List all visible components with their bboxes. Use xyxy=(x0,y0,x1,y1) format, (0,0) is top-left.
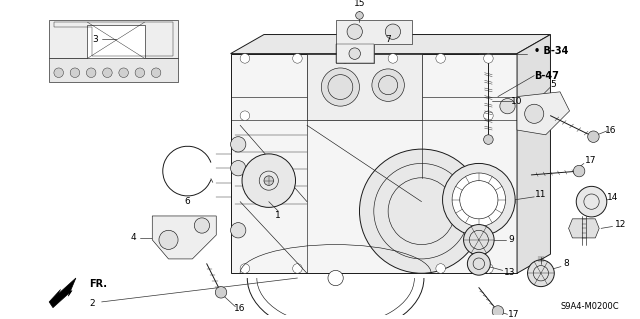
Text: 12: 12 xyxy=(614,220,626,229)
Polygon shape xyxy=(335,20,412,63)
Circle shape xyxy=(240,264,250,273)
Circle shape xyxy=(436,54,445,63)
Text: B-47: B-47 xyxy=(534,70,559,81)
Circle shape xyxy=(102,68,112,78)
Circle shape xyxy=(500,99,515,114)
Text: 13: 13 xyxy=(504,268,515,277)
Circle shape xyxy=(264,176,273,185)
Text: 17: 17 xyxy=(508,310,520,319)
Circle shape xyxy=(484,54,493,63)
Polygon shape xyxy=(517,34,550,273)
Circle shape xyxy=(119,68,129,78)
Circle shape xyxy=(349,48,360,59)
Circle shape xyxy=(484,111,493,121)
Circle shape xyxy=(525,104,544,123)
Circle shape xyxy=(215,287,227,298)
Circle shape xyxy=(500,194,515,209)
Polygon shape xyxy=(49,58,178,82)
Circle shape xyxy=(135,68,145,78)
Circle shape xyxy=(230,137,246,152)
Circle shape xyxy=(573,165,585,177)
Circle shape xyxy=(292,264,302,273)
Text: FR.: FR. xyxy=(89,279,108,289)
Text: 17: 17 xyxy=(585,156,596,165)
Text: 7: 7 xyxy=(385,35,391,44)
Circle shape xyxy=(492,306,504,317)
Circle shape xyxy=(86,68,96,78)
Circle shape xyxy=(340,54,350,63)
Text: 5: 5 xyxy=(550,80,556,89)
Text: 16: 16 xyxy=(605,125,616,135)
Text: 6: 6 xyxy=(185,197,191,206)
Circle shape xyxy=(240,54,250,63)
Polygon shape xyxy=(307,54,422,121)
Circle shape xyxy=(484,264,493,273)
Circle shape xyxy=(360,149,484,273)
Circle shape xyxy=(388,54,397,63)
Circle shape xyxy=(230,160,246,176)
Circle shape xyxy=(242,154,296,207)
Polygon shape xyxy=(49,20,178,58)
Text: S9A4-M0200C: S9A4-M0200C xyxy=(560,302,619,311)
Circle shape xyxy=(356,11,364,19)
Circle shape xyxy=(467,252,490,275)
Circle shape xyxy=(159,230,178,249)
Polygon shape xyxy=(49,278,76,308)
Text: 15: 15 xyxy=(354,0,365,8)
Circle shape xyxy=(328,271,343,286)
Circle shape xyxy=(576,186,607,217)
Circle shape xyxy=(372,69,404,101)
Circle shape xyxy=(588,131,599,143)
Text: 3: 3 xyxy=(92,35,98,44)
Circle shape xyxy=(54,68,63,78)
Circle shape xyxy=(385,24,401,39)
Circle shape xyxy=(151,68,161,78)
Polygon shape xyxy=(517,92,570,135)
Polygon shape xyxy=(230,34,550,54)
Text: 8: 8 xyxy=(564,259,570,268)
Circle shape xyxy=(484,135,493,144)
Circle shape xyxy=(452,173,506,226)
Text: 14: 14 xyxy=(607,193,618,202)
Circle shape xyxy=(463,225,494,255)
Circle shape xyxy=(292,54,302,63)
Circle shape xyxy=(436,264,445,273)
Text: • B-34: • B-34 xyxy=(534,46,568,56)
Circle shape xyxy=(442,163,515,236)
Circle shape xyxy=(195,218,209,233)
Circle shape xyxy=(230,223,246,238)
Circle shape xyxy=(347,24,362,39)
Polygon shape xyxy=(152,216,216,259)
Text: 9: 9 xyxy=(508,235,514,244)
Text: 1: 1 xyxy=(275,211,281,220)
Text: 11: 11 xyxy=(535,190,547,199)
Polygon shape xyxy=(568,219,599,238)
Text: 2: 2 xyxy=(90,299,95,308)
Circle shape xyxy=(321,68,360,106)
Text: 16: 16 xyxy=(234,304,246,313)
Text: 10: 10 xyxy=(511,97,523,106)
Text: 4: 4 xyxy=(131,234,136,242)
Circle shape xyxy=(70,68,80,78)
Polygon shape xyxy=(230,54,517,273)
Circle shape xyxy=(527,260,554,287)
Circle shape xyxy=(240,111,250,121)
